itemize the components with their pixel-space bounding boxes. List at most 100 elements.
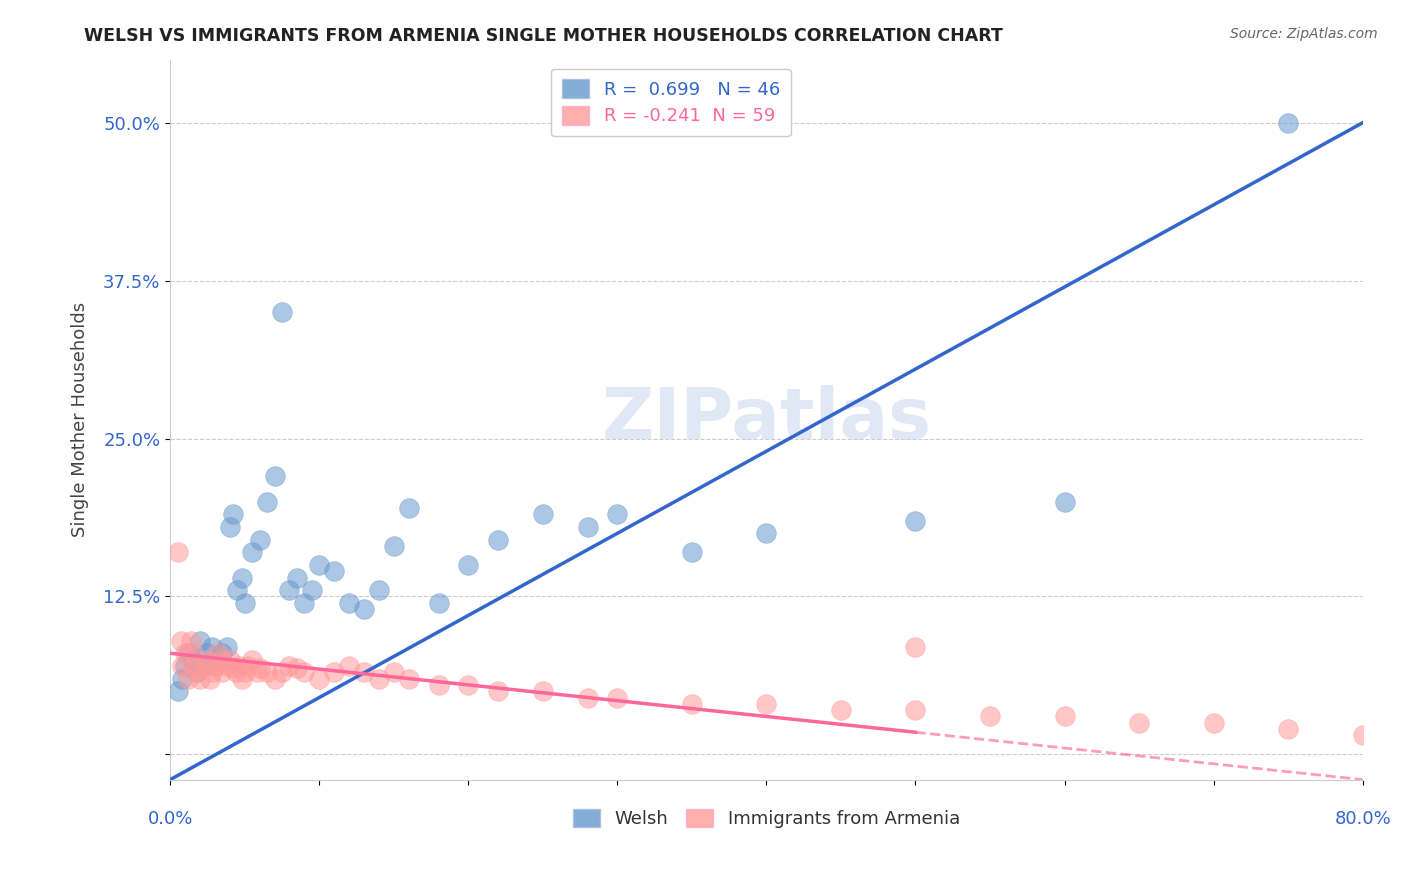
Text: WELSH VS IMMIGRANTS FROM ARMENIA SINGLE MOTHER HOUSEHOLDS CORRELATION CHART: WELSH VS IMMIGRANTS FROM ARMENIA SINGLE … [84, 27, 1004, 45]
Point [201, 640, 224, 654]
Point [188, 672, 211, 686]
Point [323, 665, 346, 680]
Point [292, 665, 315, 680]
Point [531, 508, 554, 522]
Point [240, 545, 263, 559]
Point [1202, 715, 1225, 730]
Point [367, 672, 389, 686]
Point [246, 665, 269, 680]
Point [904, 640, 927, 654]
Point [181, 652, 204, 666]
Point [285, 570, 308, 584]
Point [278, 583, 301, 598]
Point [301, 583, 323, 598]
Point [256, 494, 278, 508]
Point [240, 652, 263, 666]
Point [233, 665, 256, 680]
Point [278, 659, 301, 673]
Point [1053, 494, 1076, 508]
Point [197, 652, 219, 666]
Point [271, 665, 294, 680]
Point [323, 564, 346, 578]
Point [337, 659, 360, 673]
Point [263, 469, 285, 483]
Point [271, 305, 294, 319]
Point [576, 690, 599, 705]
Point [904, 514, 927, 528]
Point [174, 659, 197, 673]
Point [211, 665, 233, 680]
Point [231, 672, 253, 686]
Point [606, 508, 628, 522]
Point [830, 703, 852, 717]
Point [191, 659, 214, 673]
Point [576, 520, 599, 534]
Point [308, 558, 330, 572]
Point [236, 659, 259, 673]
Point [486, 684, 509, 698]
Point [398, 672, 420, 686]
Point [172, 659, 194, 673]
Point [1277, 722, 1299, 736]
Point [209, 652, 232, 666]
Point [353, 602, 375, 616]
Point [204, 659, 226, 673]
Point [174, 646, 197, 660]
Text: ZIPatlas: ZIPatlas [602, 385, 932, 454]
Point [531, 684, 554, 698]
Text: Source: ZipAtlas.com: Source: ZipAtlas.com [1230, 27, 1378, 41]
Point [256, 665, 278, 680]
Point [398, 501, 420, 516]
Point [755, 526, 778, 541]
Point [263, 672, 285, 686]
Point [181, 646, 204, 660]
Point [228, 659, 250, 673]
Point [215, 659, 238, 673]
Point [218, 652, 240, 666]
Legend: Welsh, Immigrants from Armenia: Welsh, Immigrants from Armenia [565, 802, 967, 836]
Point [188, 633, 211, 648]
Point [200, 672, 222, 686]
Text: 80.0%: 80.0% [1334, 810, 1391, 828]
Point [166, 545, 188, 559]
Point [197, 646, 219, 660]
Point [427, 678, 450, 692]
Point [427, 596, 450, 610]
Point [979, 709, 1001, 723]
Point [222, 661, 245, 675]
Text: 0.0%: 0.0% [148, 810, 193, 828]
Point [457, 678, 479, 692]
Point [180, 633, 202, 648]
Point [191, 659, 214, 673]
Point [231, 570, 253, 584]
Point [308, 672, 330, 686]
Point [1351, 728, 1374, 742]
Point [1277, 116, 1299, 130]
Y-axis label: Single Mother Households: Single Mother Households [72, 302, 89, 537]
Point [177, 672, 200, 686]
Point [285, 661, 308, 675]
Point [183, 659, 205, 673]
Point [207, 646, 229, 660]
Point [486, 533, 509, 547]
Point [201, 665, 224, 680]
Point [215, 640, 238, 654]
Point [207, 652, 229, 666]
Point [681, 697, 703, 711]
Point [382, 665, 405, 680]
Point [382, 539, 405, 553]
Point [1053, 709, 1076, 723]
Point [337, 596, 360, 610]
Point [177, 646, 200, 660]
Point [226, 583, 249, 598]
Point [172, 672, 194, 686]
Point [186, 665, 208, 680]
Point [218, 520, 240, 534]
Point [186, 665, 208, 680]
Point [249, 661, 271, 675]
Point [166, 684, 188, 698]
Point [457, 558, 479, 572]
Point [169, 633, 191, 648]
Point [222, 508, 245, 522]
Point [904, 703, 927, 717]
